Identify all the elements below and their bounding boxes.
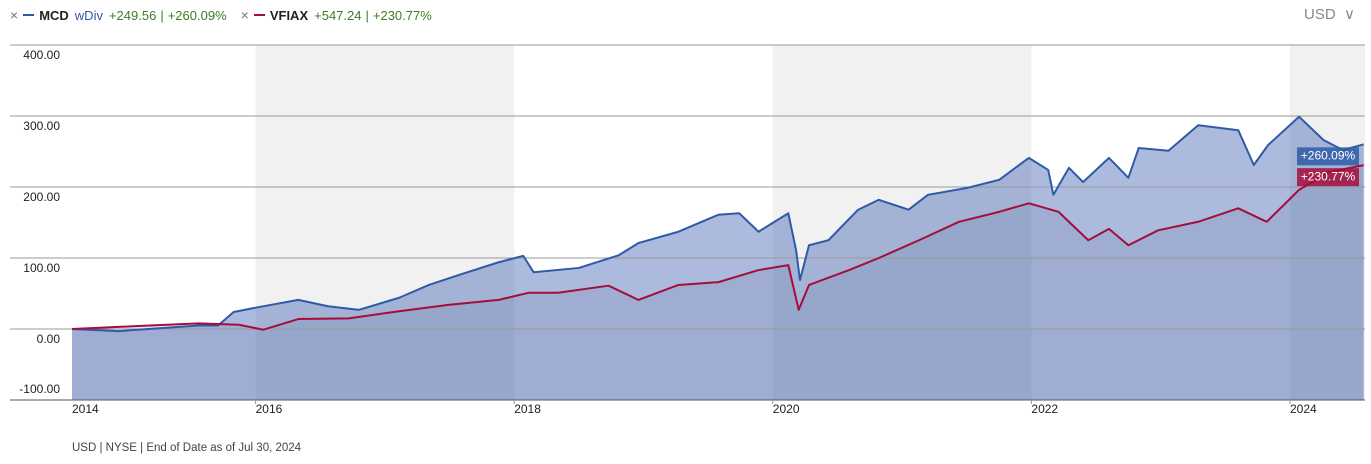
legend-name: MCD [39, 7, 69, 23]
series-line [71, 115, 1364, 333]
end-label: +260.09% [1297, 147, 1359, 166]
currency: USD [1304, 6, 1336, 23]
legend: × MCD wDiv +249.56 | +260.09% × VFIAX +5… [10, 7, 446, 23]
x-tick-label: 2016 [256, 402, 283, 416]
y-tick-label: -100.00 [19, 382, 60, 396]
x-tick-label: 2020 [773, 402, 800, 416]
year-band [772, 45, 1032, 400]
y-tick-label: 400.00 [23, 48, 60, 62]
separator: | [365, 7, 369, 23]
legend-change-pct: +230.77% [372, 7, 432, 23]
footnote: USD | NYSE | End of Date as of Jul 30, 2… [72, 442, 302, 454]
legend-item: × VFIAX +547.24 | +230.77% [241, 7, 432, 23]
legend-change: +249.56 [108, 7, 157, 23]
x-tick-label: 2024 [1290, 402, 1317, 416]
legend-tag: wDiv [74, 7, 103, 23]
remove-icon[interactable]: × [240, 7, 249, 23]
legend-swatch [253, 14, 265, 16]
remove-icon[interactable]: × [10, 7, 19, 23]
x-tick-label: 2022 [1031, 402, 1058, 416]
legend-item: × MCD wDiv +249.56 | +260.09% [10, 7, 227, 23]
end-label: +230.77% [1297, 168, 1359, 187]
end-label-box [1297, 147, 1359, 166]
series-line [71, 164, 1364, 331]
y-tick-label: 200.00 [23, 190, 60, 204]
currency-selector[interactable]: USD ∨ [1304, 5, 1355, 23]
end-label-text: +230.77% [1301, 169, 1356, 183]
y-tick-label: 300.00 [23, 119, 60, 133]
year-band [1290, 45, 1365, 400]
separator: | [160, 7, 164, 23]
end-label-box [1297, 168, 1359, 187]
legend-swatch [23, 14, 35, 16]
legend-name: VFIAX [269, 7, 309, 23]
end-label-text: +260.09% [1301, 149, 1356, 163]
x-tick-label: 2014 [72, 402, 99, 416]
x-tick-label: 2018 [514, 402, 541, 416]
legend-change: +547.24 [314, 7, 362, 23]
y-tick-label: 100.00 [23, 261, 60, 275]
y-tick-label: 0.00 [37, 332, 61, 346]
chart: -100.00 0.00 100.00 200.00 300.00 400.00 2014 2… [10, 44, 1365, 416]
chevron: ∨ [1344, 6, 1355, 23]
year-band [255, 45, 515, 400]
legend-change-pct: +260.09% [167, 7, 227, 23]
